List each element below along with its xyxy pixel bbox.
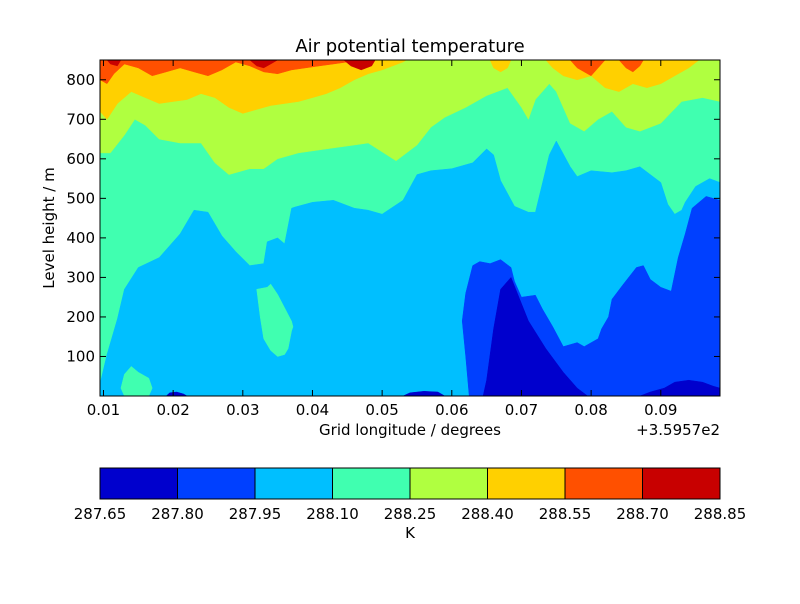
colorbar-tick-label: 288.85 [694,505,747,523]
colorbar-frame [99,467,721,500]
contour-band-2 [256,283,294,357]
contour-band-16 [106,60,122,67]
x-axis-ticks: 0.01 0.02 0.03 0.04 0.05 0.06 0.07 0.08 0.09 [87,60,677,419]
y-tick-label: 400 [66,229,95,247]
colorbar-swatch [332,468,410,499]
contour-band-7 [165,391,188,396]
colorbar: 287.65 287.80 287.95 288.10 288.25 288.40 288.… [74,467,747,523]
y-tick-label: 700 [66,110,95,128]
x-tick-label: 0.07 [505,401,538,419]
x-tick-label: 0.08 [574,401,607,419]
colorbar-swatch [565,468,643,499]
contour-bands [100,60,720,396]
y-tick-label: 800 [66,71,95,89]
y-tick-label: 200 [66,308,95,326]
colorbar-tick-label: 288.25 [384,505,437,523]
colorbar-tick-label: 288.70 [616,505,669,523]
colorbar-swatch [410,468,488,499]
colorbar-swatch [177,468,255,499]
colorbar-tick-label: 287.65 [74,505,127,523]
y-axis-label: Level height / m [40,167,58,288]
contour-band-13 [100,60,362,85]
colorbar-swatch [100,468,178,499]
contour-band-18 [343,60,376,71]
y-tick-label: 500 [66,189,95,207]
x-tick-label: 0.04 [296,401,329,419]
x-tick-label: 0.05 [365,401,398,419]
colorbar-label: K [405,524,416,542]
contour-band-6 [639,379,720,396]
colorbar-tick-label: 288.10 [306,505,359,523]
contour-band-5 [482,276,589,396]
y-tick-label: 600 [66,150,95,168]
chart-title: Air potential temperature [295,36,524,57]
x-tick-label: 0.09 [644,401,677,419]
x-tick-label: 0.06 [435,401,468,419]
contour-band-17 [249,60,279,69]
colorbar-tick-label: 288.40 [461,505,514,523]
plot-frame [99,59,721,397]
x-tick-label: 0.03 [226,401,259,419]
colorbar-swatch [642,468,720,499]
contour-band-3 [120,366,153,396]
y-tick-label: 100 [66,347,95,365]
contour-band-11 [489,60,512,73]
colorbar-tick-label: 287.95 [229,505,282,523]
colorbar-swatch [255,468,333,499]
colorbar-swatch [487,468,565,499]
colorbar-tick-label: 287.80 [151,505,204,523]
contour-band-1 [100,140,720,396]
x-tick-label: 0.01 [87,401,120,419]
contour-band-10 [100,60,408,120]
x-axis-offset-label: +3.5957e2 [636,421,720,439]
y-axis-ticks: 100 200 300 400 500 600 700 800 [66,71,720,365]
y-tick-label: 300 [66,268,95,286]
x-axis-label: Grid longitude / degrees [319,421,501,439]
x-tick-label: 0.02 [156,401,189,419]
contour-band-15 [618,60,644,73]
colorbar-tick-label: 288.55 [539,505,592,523]
contour-band-14 [569,60,606,77]
contour-band-8 [402,391,446,396]
